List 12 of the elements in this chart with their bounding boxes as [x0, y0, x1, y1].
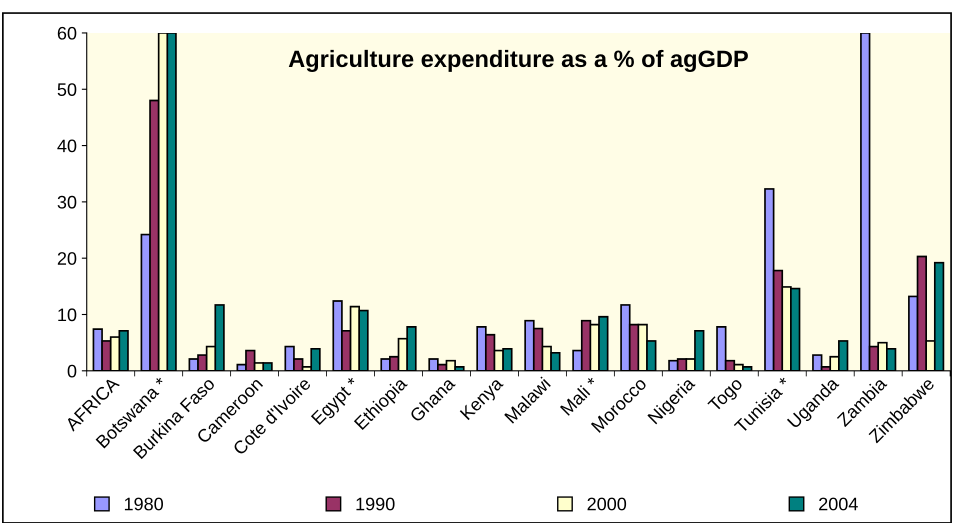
- y-tick-label: 50: [58, 83, 76, 96]
- legend-label: 1990: [356, 498, 395, 510]
- y-tick-label: 60: [58, 26, 76, 40]
- legend-label: 2004: [819, 498, 858, 510]
- y-tick-label: 20: [58, 252, 76, 265]
- legend-label: 1980: [124, 498, 163, 510]
- y-tick-label: 40: [57, 140, 76, 152]
- y-tick-label: 10: [58, 308, 76, 322]
- y-tick-label: 0: [68, 364, 76, 378]
- text: Agriculture expenditure as a % of agGDP: [288, 50, 748, 72]
- y-tick-label: 30: [58, 196, 76, 209]
- legend-label: 2000: [588, 498, 626, 510]
